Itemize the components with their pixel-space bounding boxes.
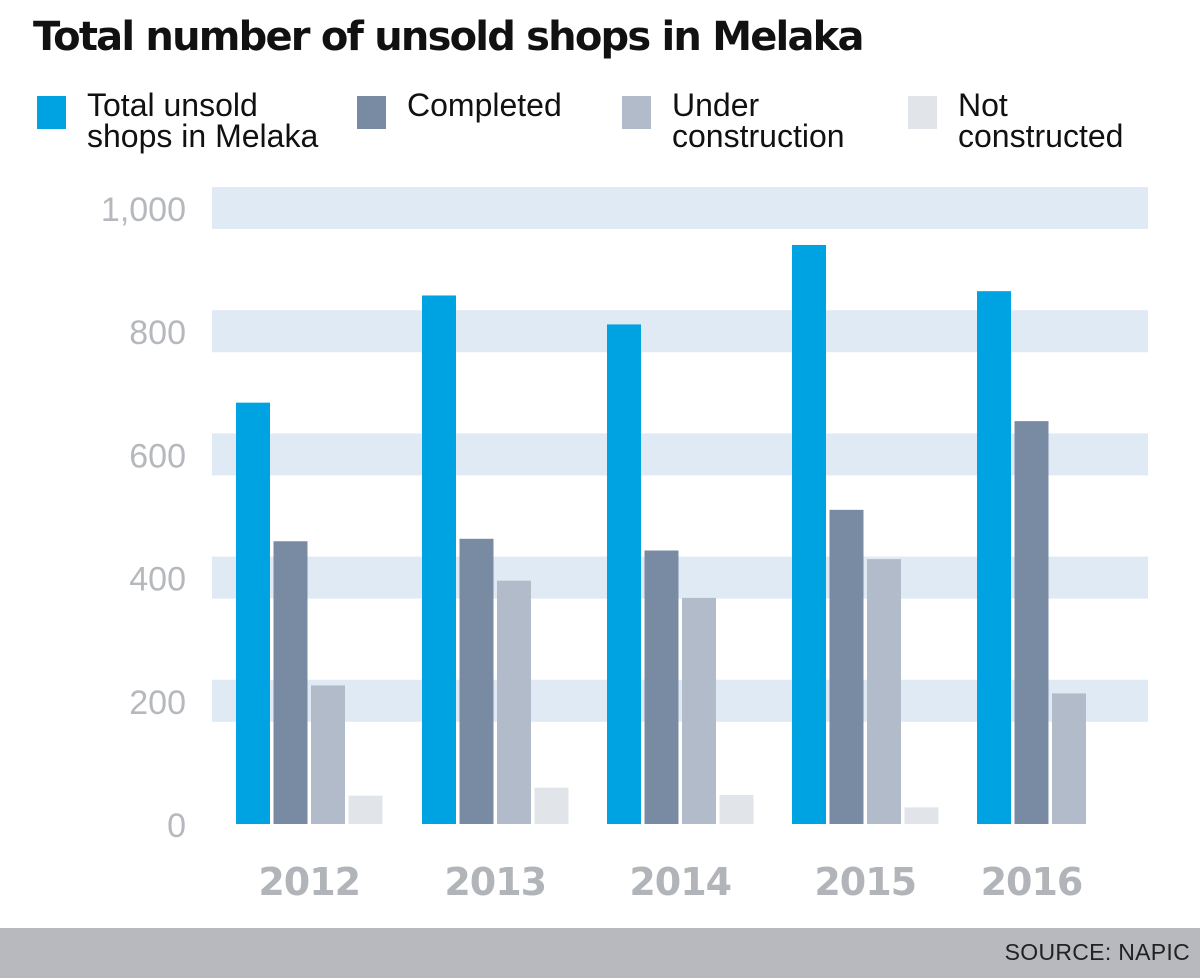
y-tick-label: 0 bbox=[167, 807, 186, 845]
bar bbox=[348, 795, 383, 824]
bar bbox=[1052, 693, 1086, 824]
legend-swatch-not-constructed bbox=[908, 96, 937, 129]
legend-label-not-constructed: Not constructed bbox=[958, 87, 1124, 154]
grid-band bbox=[212, 187, 1148, 229]
bar bbox=[459, 538, 494, 824]
legend-label-under-construction: Under construction bbox=[672, 87, 845, 154]
bar-chart: 0 200 400 600 800 1,000 2012 2013 2014 2015 2016 bbox=[101, 187, 1148, 904]
bar bbox=[829, 509, 864, 824]
x-tick-label: 2015 bbox=[814, 860, 916, 904]
legend-swatch-under-construction bbox=[622, 96, 651, 129]
y-tick-label: 400 bbox=[129, 561, 186, 599]
bar bbox=[534, 787, 569, 824]
bar bbox=[273, 541, 308, 824]
bar bbox=[904, 807, 939, 824]
legend-swatch-total bbox=[37, 96, 66, 129]
y-tick-label: 1,000 bbox=[101, 191, 186, 229]
x-tick-label: 2013 bbox=[444, 860, 546, 904]
bar bbox=[236, 402, 270, 824]
x-tick-label: 2012 bbox=[258, 860, 360, 904]
chart-title: Total number of unsold shops in Melaka bbox=[33, 14, 864, 60]
bar bbox=[311, 685, 345, 824]
legend-label-completed: Completed bbox=[407, 87, 562, 123]
x-tick-label: 2016 bbox=[981, 860, 1083, 904]
legend-swatch-completed bbox=[357, 96, 386, 129]
bar bbox=[422, 295, 456, 824]
footer-bar: SOURCE: NAPIC bbox=[0, 928, 1200, 978]
source-note: SOURCE: NAPIC bbox=[1004, 939, 1190, 965]
bar bbox=[607, 324, 641, 824]
bar bbox=[1014, 421, 1049, 824]
bar bbox=[682, 597, 716, 824]
legend-label-total: Total unsold shops in Melaka bbox=[87, 87, 319, 154]
bar bbox=[719, 795, 754, 824]
bar bbox=[867, 559, 901, 824]
y-tick-label: 200 bbox=[129, 684, 186, 722]
bar bbox=[977, 291, 1011, 824]
y-tick-label: 800 bbox=[129, 314, 186, 352]
bar bbox=[497, 580, 531, 824]
bar bbox=[792, 244, 826, 825]
x-tick-label: 2014 bbox=[629, 860, 731, 904]
bar bbox=[644, 550, 679, 824]
y-tick-label: 600 bbox=[129, 437, 186, 475]
